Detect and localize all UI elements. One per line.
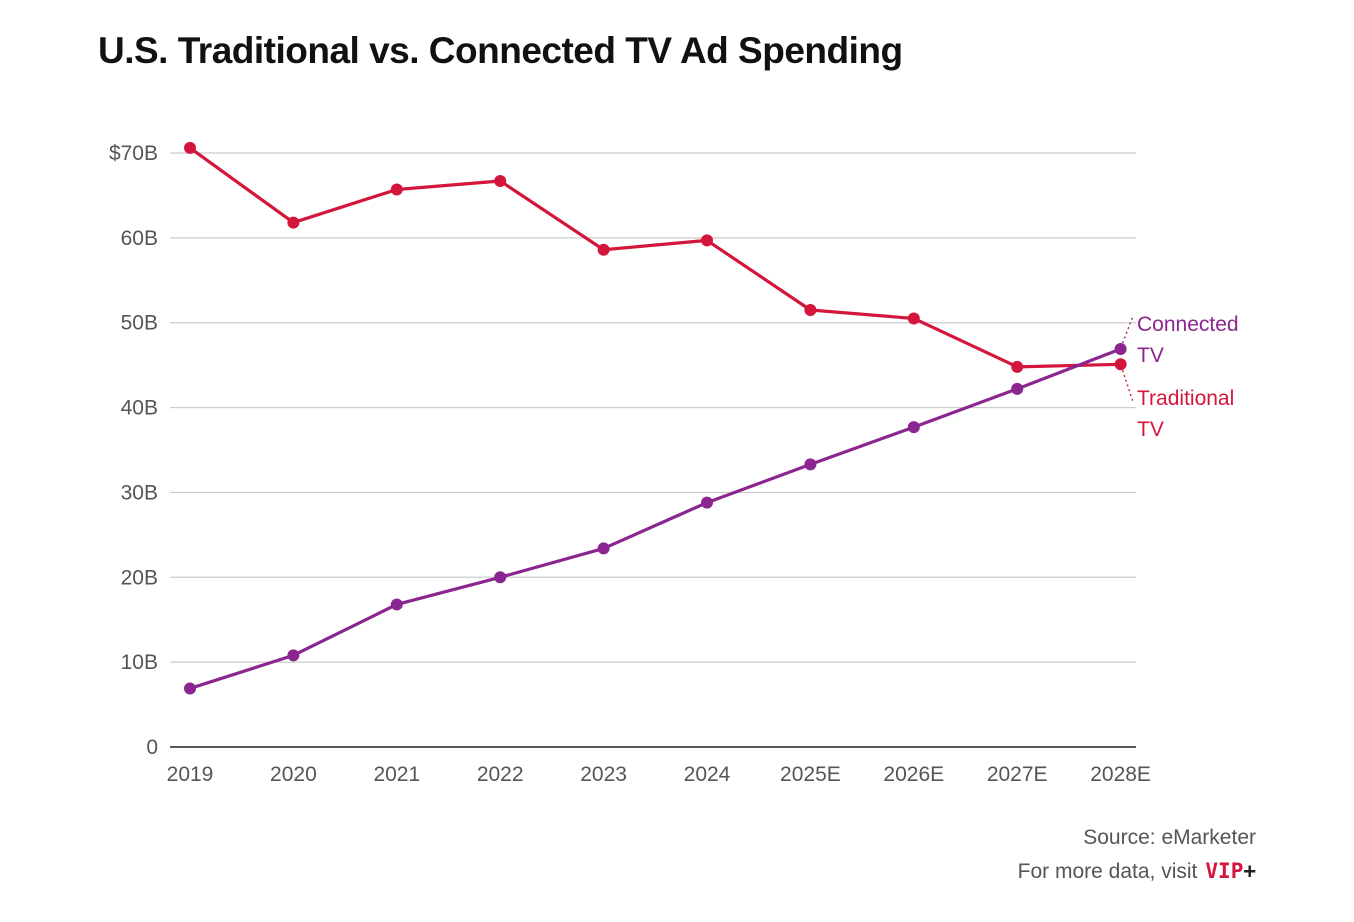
series-labels: Traditional TV Connected TV: [1121, 313, 1239, 441]
x-tick-label: 2021: [373, 763, 420, 786]
data-point: [184, 141, 196, 154]
data-point: [597, 542, 610, 555]
data-point: [1114, 343, 1127, 356]
x-tick-label: 2019: [167, 763, 214, 786]
x-axis-ticks: 2019 2020 2021 2022 2023 2024 2025E 2026E 2027E 2…: [167, 763, 1151, 786]
data-point: [1011, 360, 1024, 373]
x-tick-label: 2023: [580, 763, 627, 786]
y-tick-label: 20B: [121, 566, 158, 589]
data-point: [597, 243, 610, 256]
x-tick-label: 2027E: [987, 763, 1048, 786]
series-label: TV: [1137, 418, 1164, 441]
label-leader: [1121, 315, 1134, 344]
x-tick-label: 2022: [477, 763, 524, 786]
data-point: [907, 312, 920, 325]
series-line: [188, 347, 1123, 691]
vip-plus-icon[interactable]: +: [1243, 859, 1256, 883]
x-tick-label: 2020: [270, 763, 317, 786]
data-point: [1011, 382, 1024, 395]
vip-logo[interactable]: VIP: [1205, 859, 1244, 883]
y-tick-label: 40B: [121, 397, 158, 420]
more-data-note: For more data, visit VIP+: [1018, 859, 1256, 884]
y-tick-label: 10B: [121, 651, 158, 674]
data-point: [804, 458, 817, 471]
gridlines: [170, 152, 1136, 748]
data-point: [287, 649, 300, 662]
y-tick-label: 30B: [121, 481, 158, 504]
y-tick-label: 50B: [121, 312, 158, 335]
data-point: [390, 183, 403, 196]
data-point: [701, 234, 713, 247]
label-leader: [1121, 370, 1134, 403]
y-axis-ticks: 0 10B 20B 30B 40B 50B 60B $70B: [109, 142, 158, 759]
series-label: TV: [1137, 344, 1164, 367]
more-data-text: For more data, visit: [1017, 860, 1198, 883]
x-tick-label: 2025E: [780, 763, 841, 786]
x-tick-label: 2026E: [883, 763, 944, 786]
data-point: [287, 216, 300, 229]
series-line: [188, 146, 1123, 369]
data-point: [184, 682, 196, 695]
series-label: Connected: [1137, 313, 1239, 336]
data-point: [804, 303, 817, 316]
data-point: [1114, 358, 1127, 371]
x-tick-label: 2028E: [1090, 763, 1151, 786]
x-tick-label: 2024: [684, 763, 731, 786]
data-point: [907, 421, 920, 434]
source-note: Source: eMarketer: [1083, 826, 1256, 849]
data-point: [494, 175, 507, 188]
y-tick-label: 0: [146, 736, 158, 759]
series-lines: [184, 141, 1127, 695]
y-tick-label: $70B: [109, 142, 158, 165]
series-label: Traditional: [1137, 387, 1234, 410]
chart-title: U.S. Traditional vs. Connected TV Ad Spe…: [98, 30, 903, 71]
data-point: [494, 571, 507, 584]
data-point: [390, 598, 403, 611]
data-point: [701, 496, 713, 509]
y-tick-label: 60B: [121, 227, 158, 250]
